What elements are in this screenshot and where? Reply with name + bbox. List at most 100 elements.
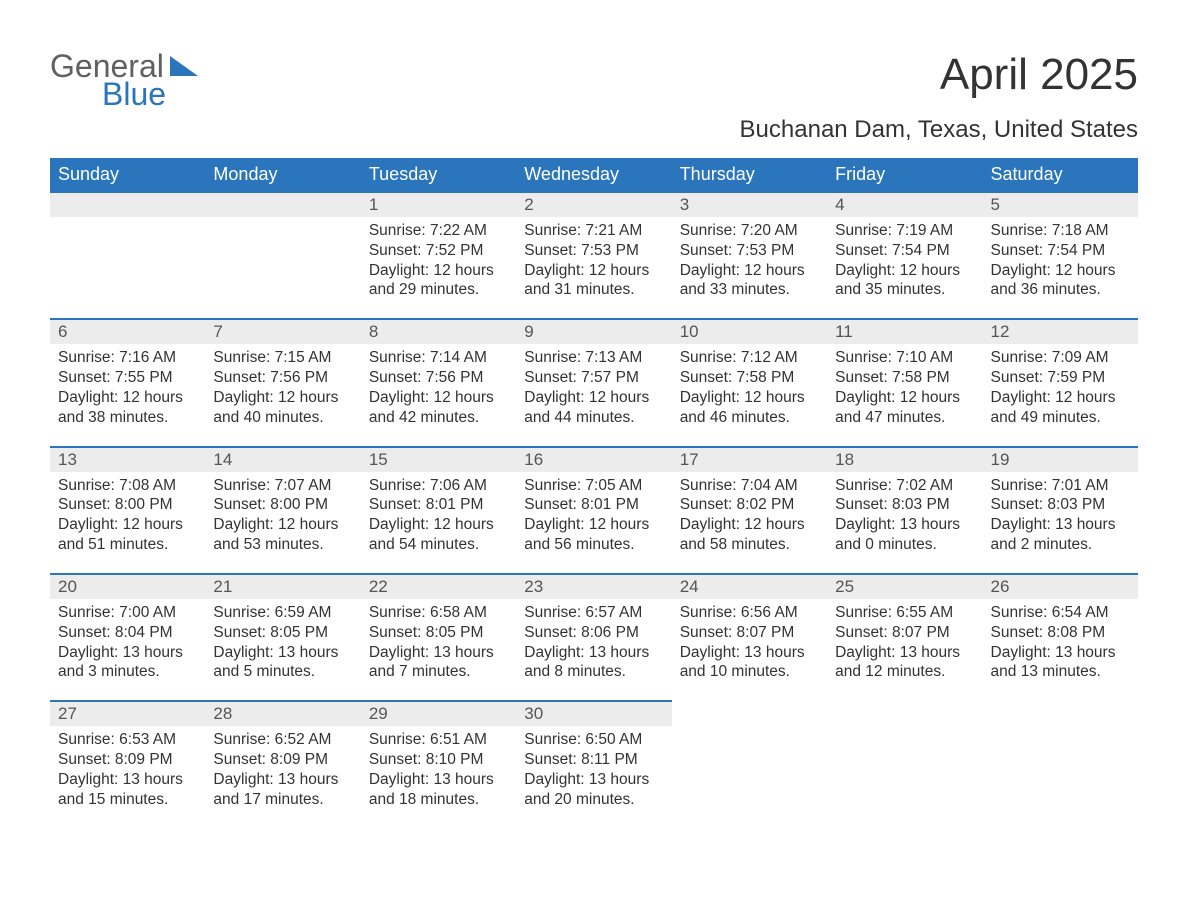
daylight-text: and 35 minutes. — [835, 280, 974, 300]
day-content-cell: Sunrise: 7:12 AMSunset: 7:58 PMDaylight:… — [672, 344, 827, 446]
day-content-cell: Sunrise: 7:06 AMSunset: 8:01 PMDaylight:… — [361, 472, 516, 574]
sunrise-text: Sunrise: 7:19 AM — [835, 221, 974, 241]
daylight-text: Daylight: 12 hours — [680, 261, 819, 281]
sunset-text: Sunset: 8:00 PM — [213, 495, 352, 515]
daylight-text: and 31 minutes. — [524, 280, 663, 300]
sunset-text: Sunset: 7:54 PM — [835, 241, 974, 261]
day-content-cell: Sunrise: 7:21 AMSunset: 7:53 PMDaylight:… — [516, 217, 671, 319]
day-content-cell: Sunrise: 7:09 AMSunset: 7:59 PMDaylight:… — [983, 344, 1138, 446]
daylight-text: Daylight: 12 hours — [524, 515, 663, 535]
day-number-cell: 26 — [983, 574, 1138, 599]
daylight-text: Daylight: 13 hours — [369, 643, 508, 663]
day-number-cell: 9 — [516, 319, 671, 344]
daylight-text: and 46 minutes. — [680, 408, 819, 428]
day-number-cell: 1 — [361, 192, 516, 217]
sunset-text: Sunset: 8:01 PM — [369, 495, 508, 515]
sunrise-text: Sunrise: 7:02 AM — [835, 476, 974, 496]
daylight-text: and 20 minutes. — [524, 790, 663, 810]
day-content-cell: Sunrise: 7:07 AMSunset: 8:00 PMDaylight:… — [205, 472, 360, 574]
daylight-text: and 58 minutes. — [680, 535, 819, 555]
day-number-cell: 17 — [672, 447, 827, 472]
daylight-text: and 17 minutes. — [213, 790, 352, 810]
day-number-cell: 29 — [361, 701, 516, 726]
sunset-text: Sunset: 8:09 PM — [213, 750, 352, 770]
day-number-cell: 18 — [827, 447, 982, 472]
day-number-cell — [205, 192, 360, 217]
day-content-cell: Sunrise: 7:18 AMSunset: 7:54 PMDaylight:… — [983, 217, 1138, 319]
location-subtitle: Buchanan Dam, Texas, United States — [50, 116, 1138, 144]
day-content-cell: Sunrise: 7:15 AMSunset: 7:56 PMDaylight:… — [205, 344, 360, 446]
page-title: April 2025 — [940, 50, 1138, 100]
day-number-cell: 21 — [205, 574, 360, 599]
day-header: Sunday — [50, 158, 205, 192]
day-content-cell: Sunrise: 7:16 AMSunset: 7:55 PMDaylight:… — [50, 344, 205, 446]
day-number-cell — [672, 701, 827, 726]
daylight-text: Daylight: 12 hours — [369, 515, 508, 535]
daylight-text: and 56 minutes. — [524, 535, 663, 555]
daylight-text: and 7 minutes. — [369, 662, 508, 682]
daylight-text: Daylight: 13 hours — [213, 643, 352, 663]
sunset-text: Sunset: 8:01 PM — [524, 495, 663, 515]
daylight-text: Daylight: 12 hours — [369, 388, 508, 408]
day-number-cell: 22 — [361, 574, 516, 599]
sunset-text: Sunset: 8:00 PM — [58, 495, 197, 515]
daylight-text: Daylight: 12 hours — [835, 261, 974, 281]
day-header: Monday — [205, 158, 360, 192]
day-number-cell: 30 — [516, 701, 671, 726]
day-number-cell: 2 — [516, 192, 671, 217]
daylight-text: and 10 minutes. — [680, 662, 819, 682]
sunset-text: Sunset: 7:54 PM — [991, 241, 1130, 261]
daylight-text: Daylight: 12 hours — [213, 515, 352, 535]
day-content-cell: Sunrise: 7:14 AMSunset: 7:56 PMDaylight:… — [361, 344, 516, 446]
day-number-cell: 24 — [672, 574, 827, 599]
sunrise-text: Sunrise: 6:59 AM — [213, 603, 352, 623]
daylight-text: and 44 minutes. — [524, 408, 663, 428]
sunset-text: Sunset: 7:56 PM — [213, 368, 352, 388]
day-header: Friday — [827, 158, 982, 192]
sunrise-text: Sunrise: 6:53 AM — [58, 730, 197, 750]
sunrise-text: Sunrise: 6:51 AM — [369, 730, 508, 750]
daylight-text: and 53 minutes. — [213, 535, 352, 555]
sunrise-text: Sunrise: 7:09 AM — [991, 348, 1130, 368]
daylight-text: and 49 minutes. — [991, 408, 1130, 428]
day-number-cell: 10 — [672, 319, 827, 344]
day-header: Wednesday — [516, 158, 671, 192]
day-content-cell: Sunrise: 7:20 AMSunset: 7:53 PMDaylight:… — [672, 217, 827, 319]
day-header: Thursday — [672, 158, 827, 192]
daylight-text: Daylight: 12 hours — [369, 261, 508, 281]
day-header: Tuesday — [361, 158, 516, 192]
day-number-cell: 4 — [827, 192, 982, 217]
daylight-text: Daylight: 13 hours — [991, 515, 1130, 535]
sunrise-text: Sunrise: 7:14 AM — [369, 348, 508, 368]
logo: General Blue — [50, 50, 198, 110]
daylight-text: and 42 minutes. — [369, 408, 508, 428]
daylight-text: and 51 minutes. — [58, 535, 197, 555]
sunset-text: Sunset: 8:03 PM — [835, 495, 974, 515]
sunset-text: Sunset: 8:02 PM — [680, 495, 819, 515]
daylight-text: Daylight: 12 hours — [213, 388, 352, 408]
sunrise-text: Sunrise: 7:22 AM — [369, 221, 508, 241]
sunrise-text: Sunrise: 6:56 AM — [680, 603, 819, 623]
logo-word2: Blue — [102, 78, 166, 110]
sunset-text: Sunset: 8:06 PM — [524, 623, 663, 643]
day-number-cell: 12 — [983, 319, 1138, 344]
daylight-text: Daylight: 13 hours — [835, 515, 974, 535]
sunset-text: Sunset: 8:11 PM — [524, 750, 663, 770]
daylight-text: and 15 minutes. — [58, 790, 197, 810]
daylight-text: and 8 minutes. — [524, 662, 663, 682]
day-number-cell — [50, 192, 205, 217]
sunset-text: Sunset: 7:59 PM — [991, 368, 1130, 388]
day-number-cell: 15 — [361, 447, 516, 472]
day-content-cell: Sunrise: 6:54 AMSunset: 8:08 PMDaylight:… — [983, 599, 1138, 701]
day-content-cell: Sunrise: 6:51 AMSunset: 8:10 PMDaylight:… — [361, 726, 516, 827]
day-number-cell: 11 — [827, 319, 982, 344]
day-number-cell: 14 — [205, 447, 360, 472]
sunset-text: Sunset: 8:04 PM — [58, 623, 197, 643]
sunrise-text: Sunrise: 7:15 AM — [213, 348, 352, 368]
sunrise-text: Sunrise: 7:20 AM — [680, 221, 819, 241]
daylight-text: and 5 minutes. — [213, 662, 352, 682]
sunrise-text: Sunrise: 7:05 AM — [524, 476, 663, 496]
daylight-text: and 0 minutes. — [835, 535, 974, 555]
daylight-text: and 36 minutes. — [991, 280, 1130, 300]
day-content-cell: Sunrise: 6:58 AMSunset: 8:05 PMDaylight:… — [361, 599, 516, 701]
